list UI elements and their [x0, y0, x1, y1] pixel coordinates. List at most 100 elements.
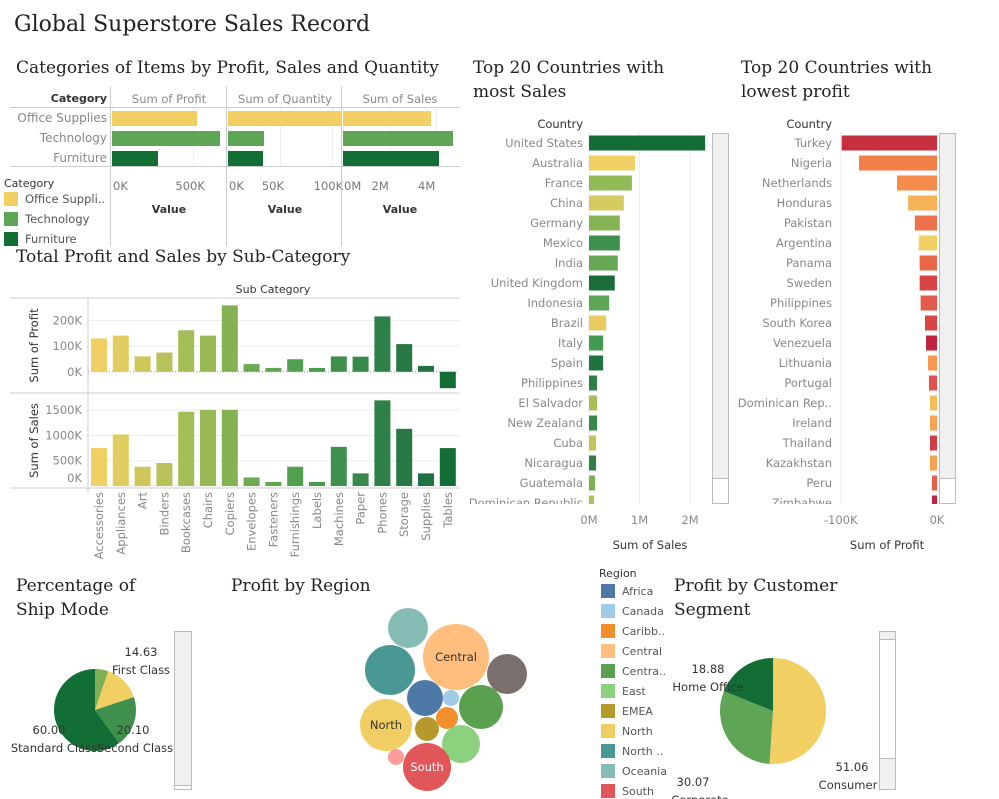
legend-title: Category	[4, 177, 55, 190]
bubble[interactable]	[487, 654, 527, 694]
legend-swatch	[601, 724, 615, 738]
tick-label: 1000K	[45, 428, 82, 442]
bar-new-zealand	[589, 415, 598, 431]
scroll-thumb[interactable]	[940, 478, 955, 503]
bubble-centra[interactable]	[459, 685, 503, 729]
bubble-north[interactable]	[360, 699, 412, 751]
legend-item-north[interactable]: North ..	[601, 744, 663, 758]
tick-label: -100K	[824, 513, 858, 527]
column-divider	[110, 86, 111, 246]
axis-title: Sum of Sales	[613, 538, 688, 552]
pie-slice-second-class[interactable]	[95, 697, 136, 744]
pie-slice[interactable]	[95, 669, 109, 710]
legend-item-canada[interactable]: Canada	[601, 604, 664, 618]
legend-item-north[interactable]: North	[601, 724, 653, 738]
axis-title: Sub Category	[236, 283, 311, 296]
bar-appliances	[112, 434, 129, 486]
segment-scrollbar[interactable]	[879, 631, 896, 790]
category-label: Bookcases	[179, 492, 193, 553]
country-label: Cuba	[553, 436, 583, 450]
measure-header: Sum of Quantity	[238, 92, 332, 106]
country-label: Germany	[530, 216, 583, 230]
legend-item-caribb[interactable]: Caribb..	[601, 624, 665, 638]
bar-united-states	[589, 135, 706, 151]
bar-copiers	[221, 305, 238, 372]
category-label: Binders	[157, 492, 171, 535]
scroll-thumb[interactable]	[713, 478, 728, 503]
country-label: Mexico	[543, 236, 583, 250]
bar-art	[134, 466, 151, 486]
divider	[10, 107, 460, 108]
legend-item-east[interactable]: East	[601, 684, 646, 698]
bubble[interactable]	[388, 749, 404, 765]
bar-fasteners	[265, 481, 282, 486]
bar-china	[589, 195, 624, 211]
bubble-label: South	[410, 760, 443, 774]
bar-nigeria	[858, 155, 937, 171]
tick-label: 500K	[175, 179, 205, 193]
country-label: Honduras	[777, 196, 832, 210]
legend-item-oceania[interactable]: Oceania	[601, 764, 667, 778]
tick-label: 0K	[113, 179, 128, 193]
bar-art	[134, 356, 151, 372]
country-label: Nicaragua	[524, 456, 583, 470]
tick-label: 4M	[418, 179, 436, 193]
pie-slice-standard-class[interactable]	[53, 669, 120, 751]
bar-cuba	[589, 435, 597, 451]
slice-label: Home Office	[672, 680, 743, 694]
legend-item-africa[interactable]: Africa	[601, 584, 653, 598]
category-label: Technology	[39, 131, 107, 145]
segment-pie: 18.88 Home Office 51.06 Consumer 30.07 Corpor…	[671, 658, 878, 799]
bar-indonesia	[589, 295, 610, 311]
legend-item-south[interactable]: South	[601, 784, 654, 798]
bar-technology	[228, 131, 265, 146]
bar-united-kingdom	[589, 275, 615, 291]
legend-item-emea[interactable]: EMEA	[601, 704, 653, 718]
legend-swatch	[4, 232, 18, 246]
bubble-central[interactable]	[423, 624, 489, 690]
bubble-emea[interactable]	[415, 717, 439, 741]
category-label: Phones	[375, 492, 389, 534]
bar-paper	[352, 473, 369, 486]
legend-label: Caribb..	[622, 624, 665, 638]
lowest-profit-scrollbar[interactable]	[939, 133, 956, 504]
country-label: Brazil	[551, 316, 583, 330]
country-label: United States	[505, 136, 583, 150]
bar-germany	[589, 215, 620, 231]
pie-slice-first-class[interactable]	[95, 671, 134, 710]
bubble-east[interactable]	[442, 725, 480, 763]
top-sales-scrollbar[interactable]	[712, 133, 729, 504]
pie-slice-home-office[interactable]	[723, 658, 774, 711]
row-header: Country	[786, 117, 832, 131]
country-label: Philippines	[521, 376, 583, 390]
country-label: Netherlands	[762, 176, 832, 190]
bar-venezuela	[926, 335, 937, 351]
legend-item-central[interactable]: Central	[601, 644, 662, 658]
row-header: Category	[50, 92, 107, 105]
bar-australia	[589, 155, 635, 171]
bar-phones	[374, 316, 391, 372]
bar-argentina	[918, 235, 937, 251]
country-label: Argentina	[776, 236, 832, 250]
bubble-caribb[interactable]	[436, 707, 458, 729]
bubble-north[interactable]	[365, 645, 415, 695]
legend-label: Central	[622, 644, 663, 658]
pie-slice-corporate[interactable]	[720, 691, 773, 764]
bubble-africa[interactable]	[407, 680, 443, 716]
country-label: El Salvador	[518, 396, 583, 410]
divider	[10, 166, 460, 167]
row-header: Country	[537, 117, 583, 131]
ship-mode-scrollbar[interactable]	[174, 631, 192, 790]
pie-slice-consumer[interactable]	[769, 658, 826, 764]
bar-technology	[343, 131, 454, 146]
legend-label: EMEA	[622, 704, 653, 718]
bar-philippines	[920, 295, 937, 311]
legend-item-centra[interactable]: Centra..	[601, 664, 666, 678]
bar-binders	[156, 462, 173, 486]
bubble-canada[interactable]	[443, 690, 459, 706]
bubble-south[interactable]	[403, 743, 451, 791]
scroll-thumb[interactable]	[880, 639, 895, 759]
axis-title: Sum of Profit	[850, 538, 925, 552]
scroll-thumb[interactable]	[175, 785, 191, 789]
bubble-oceania[interactable]	[388, 608, 428, 648]
